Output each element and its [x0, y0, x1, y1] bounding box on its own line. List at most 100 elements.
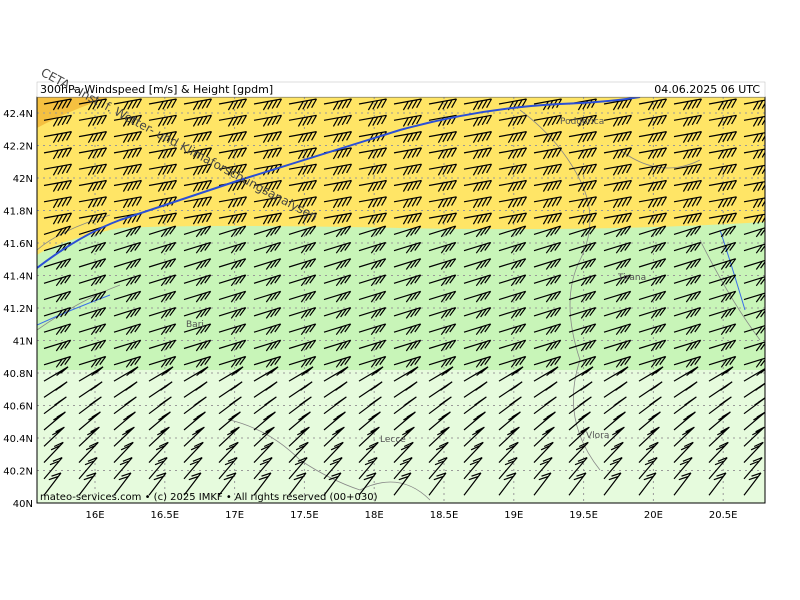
- wind-barb: [533, 114, 563, 127]
- wind-barb: [568, 381, 593, 398]
- wind-barb: [148, 114, 178, 127]
- wind-barb: [113, 179, 143, 192]
- wind-barb: [393, 457, 413, 480]
- wind-barb: [113, 472, 132, 496]
- wind-barb: [183, 411, 206, 431]
- wind-barb: [743, 382, 765, 398]
- wind-barb: [288, 212, 318, 225]
- wind-barb: [218, 355, 247, 368]
- wind-barb: [428, 241, 457, 254]
- wind-barb: [498, 381, 523, 398]
- wind-barb: [148, 339, 177, 352]
- wind-barb: [253, 339, 282, 352]
- wind-barb: [393, 426, 415, 447]
- wind-barb: [78, 323, 107, 336]
- wind-barb: [288, 241, 317, 254]
- wind-barb: [43, 274, 72, 287]
- wind-barb: [183, 381, 208, 398]
- lon-label: 18.5E: [430, 510, 459, 521]
- wind-barb: [428, 339, 457, 352]
- wind-barb: [148, 381, 173, 398]
- wind-barb: [498, 225, 527, 238]
- lat-label: 41.2N: [3, 304, 33, 315]
- wind-barb: [428, 290, 457, 303]
- wind-barb: [323, 323, 352, 336]
- wind-barb: [498, 457, 518, 480]
- wind-barb: [218, 163, 248, 176]
- wind-barb: [183, 339, 212, 352]
- wind-barb: [568, 307, 597, 319]
- wind-barb: [183, 290, 212, 303]
- wind-barb: [113, 274, 142, 287]
- wind-barb: [183, 196, 213, 209]
- wind-barb: [533, 366, 559, 382]
- wind-barb: [323, 225, 352, 238]
- wind-barb: [358, 212, 388, 225]
- wind-barb: [498, 212, 528, 225]
- wind-barb: [78, 131, 108, 143]
- wind-barb: [638, 366, 664, 382]
- wind-barb: [253, 225, 282, 238]
- wind-barb: [113, 163, 143, 176]
- wind-barb: [218, 196, 248, 209]
- wind-barb: [358, 163, 388, 176]
- wind-barb: [568, 457, 588, 480]
- wind-barb: [638, 258, 667, 270]
- wind-barb: [498, 339, 527, 352]
- lat-label: 42N: [13, 174, 33, 185]
- wind-barb: [288, 355, 317, 368]
- wind-barb: [323, 290, 352, 303]
- wind-barb: [638, 212, 668, 225]
- wind-barb: [743, 227, 765, 238]
- wind-barb: [323, 307, 352, 319]
- wind-barb: [708, 114, 738, 127]
- wind-barb: [428, 179, 458, 192]
- wind-barb: [533, 441, 554, 464]
- wind-barb: [638, 196, 668, 209]
- wind-barb: [673, 225, 702, 238]
- wind-barb: [673, 355, 702, 368]
- wind-barb: [148, 131, 178, 143]
- wind-barb: [253, 212, 283, 225]
- wind-barb: [428, 114, 458, 127]
- wind-barb: [218, 411, 241, 431]
- wind-barb: [218, 274, 247, 287]
- wind-barb: [603, 426, 625, 447]
- wind-barb: [358, 355, 387, 368]
- wind-barb: [428, 163, 458, 176]
- wind-barb: [603, 212, 633, 225]
- wind-barb: [498, 258, 527, 270]
- wind-barb: [568, 396, 592, 415]
- lon-label: 18E: [365, 510, 384, 521]
- wind-barb: [393, 323, 422, 336]
- wind-barb: [743, 325, 765, 336]
- wind-barb: [78, 355, 107, 368]
- wind-barb: [463, 179, 493, 192]
- wind-barb: [498, 323, 527, 336]
- wind-barb: [358, 258, 387, 270]
- wind-barb: [288, 472, 307, 496]
- wind-barb: [463, 339, 492, 352]
- wind-barb: [43, 472, 62, 496]
- wind-barb: [673, 426, 695, 447]
- lon-label: 17E: [225, 510, 244, 521]
- wind-barb: [358, 381, 383, 398]
- lat-label: 42.2N: [3, 142, 33, 153]
- wind-barb: [148, 147, 178, 160]
- wind-barb: [253, 241, 282, 254]
- wind-barb: [253, 441, 274, 464]
- wind-barb: [673, 396, 697, 415]
- wind-barb: [323, 411, 346, 431]
- wind-barb: [743, 292, 765, 303]
- wind-barb: [603, 472, 622, 496]
- wind-barb: [638, 426, 660, 447]
- wind-barb: [113, 114, 143, 127]
- wind-barb: [463, 381, 488, 398]
- wind-barb: [498, 307, 527, 319]
- wind-barb: [568, 225, 597, 238]
- wind-barb: [253, 258, 282, 270]
- wind-barb: [78, 179, 108, 192]
- wind-barb: [218, 381, 243, 398]
